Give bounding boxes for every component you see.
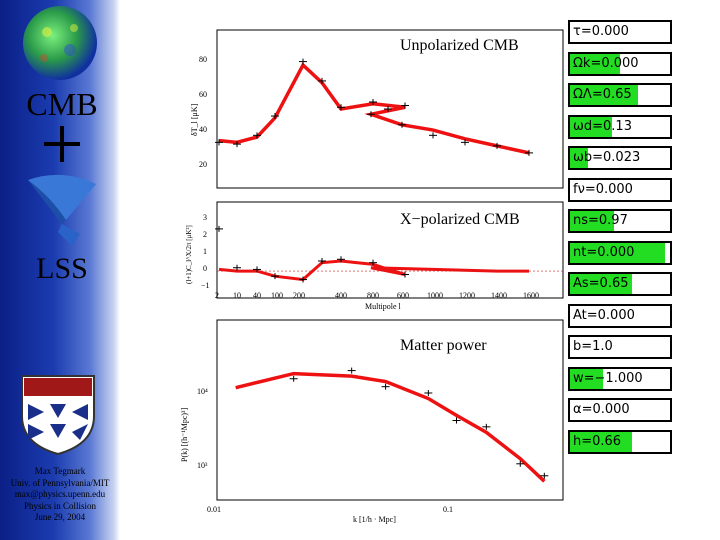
parameter-label: ns=0.97 (573, 213, 628, 228)
unpolarized-yticks: 20 40 60 80 (199, 55, 207, 169)
matter-yticks: 10³ 10⁴ (197, 387, 208, 470)
xpolarized-xtick: 1200 (459, 291, 475, 300)
unpolarized-model-curve (218, 62, 530, 155)
xpolarized-frame (216, 201, 564, 299)
parameter-fill (570, 431, 632, 452)
parameter-label: ωd=0.13 (573, 118, 632, 134)
parameter-slider[interactable]: Ωk=0.000 (568, 51, 672, 76)
author-info: Max Tegmark Univ. of Pennsylvania/MIT ma… (0, 466, 120, 524)
matter-xtick: 0.01 (207, 505, 221, 514)
parameter-slider[interactable]: ωb=0.023 (568, 146, 672, 170)
parameter-slider[interactable]: At=0.000 (568, 303, 672, 328)
plus-icon (44, 126, 80, 162)
xpolarized-xtick: 1400 (491, 291, 507, 300)
xpolarized-ytick: 2 (203, 230, 207, 239)
matter-ytick: 10⁴ (197, 387, 208, 396)
lss-heading: LSS (36, 252, 88, 285)
parameter-fill (570, 53, 620, 74)
matter-series (235, 367, 549, 483)
unpolarized-ytick: 20 (199, 160, 207, 169)
matter-frame (216, 319, 564, 501)
parameter-slider[interactable]: ωd=0.13 (568, 114, 672, 139)
xpolarized-xticks: 2 10 40 100 200 400 800 600 1000 1200 14… (215, 291, 539, 300)
event-name: Physics in Collision (23, 500, 96, 511)
parameter-fill (570, 211, 614, 231)
unpolarized-ytick: 40 (199, 125, 207, 134)
xpolarized-title: X−polarized CMB (400, 211, 520, 228)
unpolarized-ytick: 80 (199, 55, 207, 64)
matter-ylabel: P(k) [(h⁻¹Mpc)³] (180, 408, 189, 462)
parameter-label: ωb=0.023 (573, 150, 641, 165)
parameter-slider[interactable]: w=−1.000 (568, 366, 672, 391)
parameter-slider[interactable]: α=0.000 (568, 398, 672, 422)
author-affiliation: Univ. of Pennsylvania/MIT (10, 477, 110, 488)
xpolarized-xtick: 1000 (427, 291, 443, 300)
parameter-slider[interactable]: τ=0.000 (568, 20, 672, 44)
xpolarized-xtick: 40 (253, 291, 261, 300)
galaxy-survey-cone-icon (28, 174, 96, 246)
xpolarized-xtick: 100 (271, 291, 283, 300)
xpolarized-model-curve (218, 259, 529, 282)
xpolarized-xtick: 10 (233, 291, 241, 300)
plots-area: Unpolarized CMB δT_l [μK] 20 40 60 80 X−… (180, 29, 564, 524)
parameter-label: Ωk=0.000 (573, 55, 639, 71)
university-shield-logo (21, 375, 95, 456)
unpolarized-title: Unpolarized CMB (400, 37, 519, 54)
xpolarized-xtick: 200 (293, 291, 305, 300)
parameter-fill (570, 148, 588, 168)
event-date: June 29, 2004 (34, 512, 86, 522)
cmb-sky-map-icon (23, 6, 97, 80)
xpolarized-xlabel: Multipole l (365, 302, 402, 311)
matter-xtick: 0.1 (443, 505, 453, 514)
parameter-fill (570, 85, 638, 105)
xpolarized-xtick: 400 (335, 291, 347, 300)
parameter-label: α=0.000 (573, 402, 630, 417)
matter-xlabel: k [1/h · Mpc] (353, 515, 396, 524)
parameter-label: τ=0.000 (573, 24, 629, 39)
author-name: Max Tegmark (34, 466, 86, 476)
unpolarized-ytick: 60 (199, 90, 207, 99)
parameter-label: b=1.0 (573, 339, 613, 354)
parameter-slider[interactable]: h=0.66 (568, 429, 672, 454)
author-email: max@physics.upenn.edu (14, 489, 106, 499)
xpolarized-series (215, 225, 563, 283)
xpolarized-yticks: −1 0 1 2 3 (201, 213, 210, 290)
matter-model-curve (235, 371, 546, 483)
parameter-fill (570, 274, 632, 294)
xpolarized-ylabel: (l+1)C_l^X/2π [μK²] (185, 225, 193, 284)
matter-xticks: 0.01 0.1 (207, 505, 453, 514)
parameter-slider[interactable]: nt=0.000 (568, 240, 672, 265)
parameter-fill (570, 116, 612, 137)
parameter-slider[interactable]: fν=0.000 (568, 177, 672, 202)
parameter-fill (570, 242, 665, 263)
parameter-label: h=0.66 (573, 433, 622, 449)
parameter-fill (570, 368, 603, 389)
parameter-slider[interactable]: ns=0.97 (568, 209, 672, 233)
cmb-heading: CMB (26, 86, 98, 122)
xpolarized-xtick: 600 (397, 291, 409, 300)
parameter-label: ΩΛ=0.65 (573, 87, 632, 102)
xpolarized-xtick: 2 (215, 291, 219, 300)
matter-ytick: 10³ (197, 461, 208, 470)
xpolarized-ytick: −1 (201, 281, 210, 290)
unpolarized-series (215, 58, 533, 156)
parameter-label: nt=0.000 (573, 244, 635, 260)
unpolarized-frame (216, 29, 564, 189)
unpolarized-ylabel: δT_l [μK] (190, 103, 199, 136)
xpolarized-ytick: 3 (203, 213, 207, 222)
xpolarized-xtick: 1600 (523, 291, 539, 300)
matter-title: Matter power (400, 337, 487, 354)
parameter-label: As=0.65 (573, 276, 629, 291)
parameter-slider[interactable]: ΩΛ=0.65 (568, 83, 672, 107)
parameter-label: At=0.000 (573, 307, 635, 323)
xpolarized-xtick: 800 (367, 291, 379, 300)
xpolarized-ytick: 1 (203, 247, 207, 256)
parameter-label: fν=0.000 (573, 181, 633, 197)
parameter-slider[interactable]: b=1.0 (568, 335, 672, 359)
parameter-label: w=−1.000 (573, 370, 643, 386)
xpolarized-ytick: 0 (203, 264, 207, 273)
parameter-slider[interactable]: As=0.65 (568, 272, 672, 296)
